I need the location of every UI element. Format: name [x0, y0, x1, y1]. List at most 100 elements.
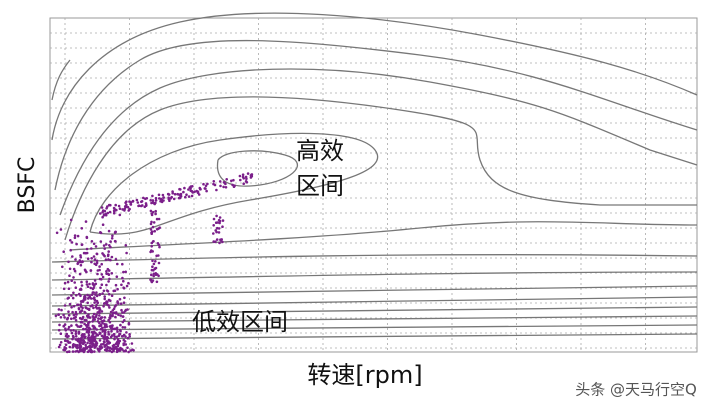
- point: [124, 349, 127, 352]
- point: [202, 182, 205, 186]
- annotation: 区间: [296, 172, 344, 200]
- point: [93, 279, 97, 282]
- point: [79, 288, 83, 291]
- point: [144, 202, 148, 205]
- point: [74, 335, 78, 338]
- point: [245, 177, 248, 180]
- point: [151, 194, 154, 198]
- point: [86, 257, 90, 261]
- point: [155, 280, 159, 284]
- point: [151, 259, 154, 263]
- point: [73, 234, 77, 237]
- point: [124, 308, 128, 312]
- point: [241, 173, 245, 176]
- annotation: 高效: [296, 137, 344, 165]
- point: [107, 253, 110, 256]
- point: [73, 236, 77, 240]
- point: [99, 286, 102, 290]
- point: [67, 314, 71, 317]
- point: [191, 191, 194, 194]
- point: [58, 323, 61, 327]
- point: [95, 261, 99, 265]
- point: [80, 243, 84, 247]
- watermark: 头条 @天马行空Q: [575, 381, 697, 399]
- point: [143, 205, 147, 209]
- point: [212, 232, 215, 235]
- point: [85, 283, 89, 286]
- point: [85, 325, 89, 329]
- point: [80, 280, 83, 284]
- point: [225, 178, 228, 181]
- point: [230, 179, 233, 183]
- point: [100, 343, 103, 346]
- point: [128, 333, 131, 336]
- point: [191, 185, 194, 188]
- point: [115, 208, 118, 212]
- point: [86, 341, 89, 345]
- point: [108, 277, 111, 281]
- point: [108, 210, 112, 214]
- point: [84, 306, 87, 309]
- point: [102, 336, 106, 340]
- point: [87, 326, 91, 330]
- point: [109, 245, 112, 249]
- point: [168, 199, 171, 202]
- point: [106, 290, 110, 293]
- point: [102, 213, 106, 216]
- point: [161, 193, 165, 197]
- point: [69, 329, 73, 332]
- point: [218, 241, 221, 245]
- operating-points: [54, 172, 254, 354]
- point: [93, 339, 97, 343]
- point: [69, 218, 73, 222]
- point: [115, 350, 119, 354]
- point: [101, 252, 104, 255]
- point: [90, 330, 94, 334]
- point: [232, 185, 236, 188]
- point: [112, 211, 116, 215]
- point: [214, 221, 218, 224]
- point: [135, 198, 139, 202]
- point: [162, 196, 165, 199]
- point: [85, 251, 89, 255]
- point: [119, 302, 123, 306]
- point: [83, 341, 86, 344]
- point: [62, 250, 65, 253]
- point: [68, 274, 71, 278]
- point: [82, 299, 85, 302]
- point: [67, 296, 70, 300]
- point: [206, 182, 209, 186]
- point: [69, 248, 72, 252]
- point: [76, 234, 80, 238]
- point: [160, 198, 164, 201]
- point: [95, 328, 98, 331]
- point: [218, 216, 222, 219]
- point: [196, 191, 200, 195]
- point: [74, 258, 77, 261]
- point: [124, 244, 128, 247]
- point: [67, 310, 70, 314]
- point: [87, 333, 91, 337]
- point: [129, 349, 132, 352]
- point: [189, 187, 192, 190]
- point: [107, 250, 110, 253]
- point: [95, 259, 99, 263]
- point: [109, 258, 112, 262]
- point: [100, 283, 104, 287]
- point: [212, 217, 216, 221]
- point: [103, 316, 107, 319]
- point: [79, 263, 83, 267]
- point: [70, 306, 73, 309]
- point: [241, 175, 245, 179]
- point: [72, 276, 75, 279]
- point: [78, 343, 82, 347]
- point: [81, 333, 84, 336]
- point: [108, 316, 111, 320]
- point: [157, 243, 161, 247]
- point: [219, 184, 222, 188]
- point: [68, 341, 72, 344]
- point: [63, 316, 66, 319]
- point: [118, 328, 122, 332]
- point: [102, 244, 106, 247]
